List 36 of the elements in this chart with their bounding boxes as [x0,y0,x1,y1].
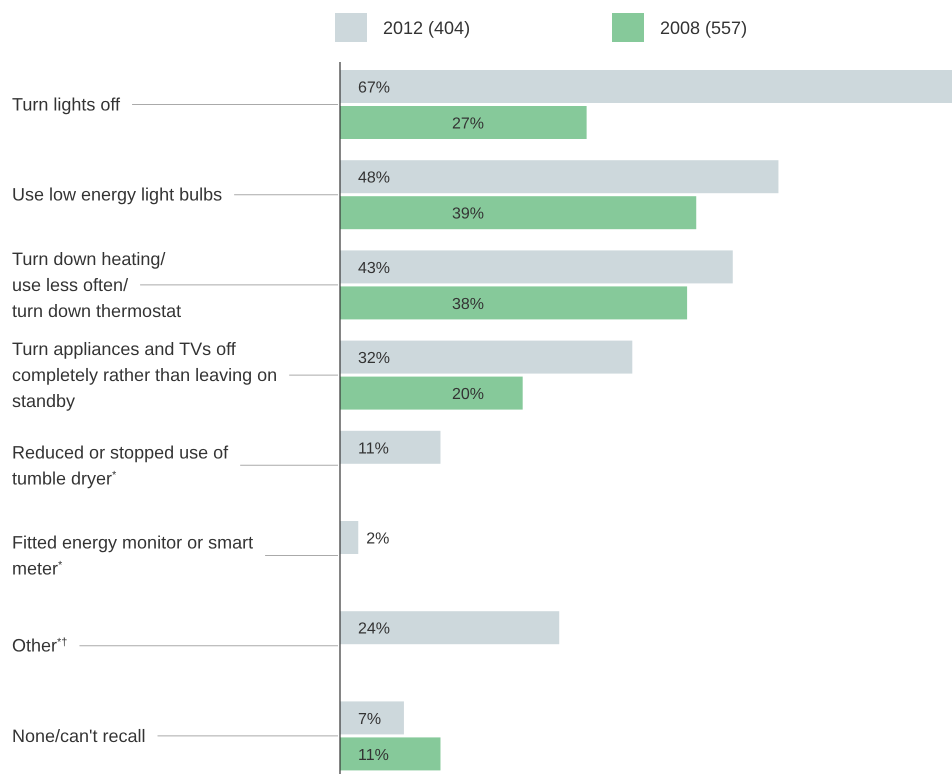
y-tick-label: Turn appliances and TVs off completely rather than leaving on standby [12,339,278,412]
y-tick-label: Other$^{*†}$ [12,636,68,656]
bar [340,106,587,139]
y-tick-label: Use low energy light bulbs [12,184,222,205]
legend-label: 2012 (404) [383,18,470,38]
y-tick-label: Fitted energy monitor or smart meter$^{*}$ [12,532,254,578]
data-label: 20% [452,386,484,404]
bar [340,286,688,320]
bar [340,160,778,194]
data-label: 39% [452,206,484,223]
bar [340,70,952,103]
bar [340,521,358,554]
bar [340,340,632,374]
y-tick-label: Reduced or stopped use of tumble dryer$^{*}$ [12,442,230,488]
bar [340,701,404,734]
bar [340,737,440,770]
bar [340,611,560,644]
bar [340,250,733,284]
legend-label: 2008 (557) [660,18,748,38]
data-label: 11% [358,440,389,458]
data-label: 67% [358,80,390,96]
data-label: 43% [358,260,390,277]
y-tick-label: Turn down heating/ use less often/ turn down thermostat [12,248,182,321]
data-label: 2% [366,530,390,548]
data-label: 48% [358,170,390,187]
bar [340,376,523,410]
data-label: 11% [358,746,389,764]
bar [340,430,440,464]
data-label: 38% [452,296,484,313]
data-label: 27% [452,116,484,132]
bar [340,196,696,230]
data-label: 32% [358,350,390,368]
y-tick-label: None/can't recall [12,726,146,746]
data-label: 7% [358,710,382,728]
y-tick-label: Turn lights off [12,94,122,114]
data-label: 24% [358,620,390,638]
